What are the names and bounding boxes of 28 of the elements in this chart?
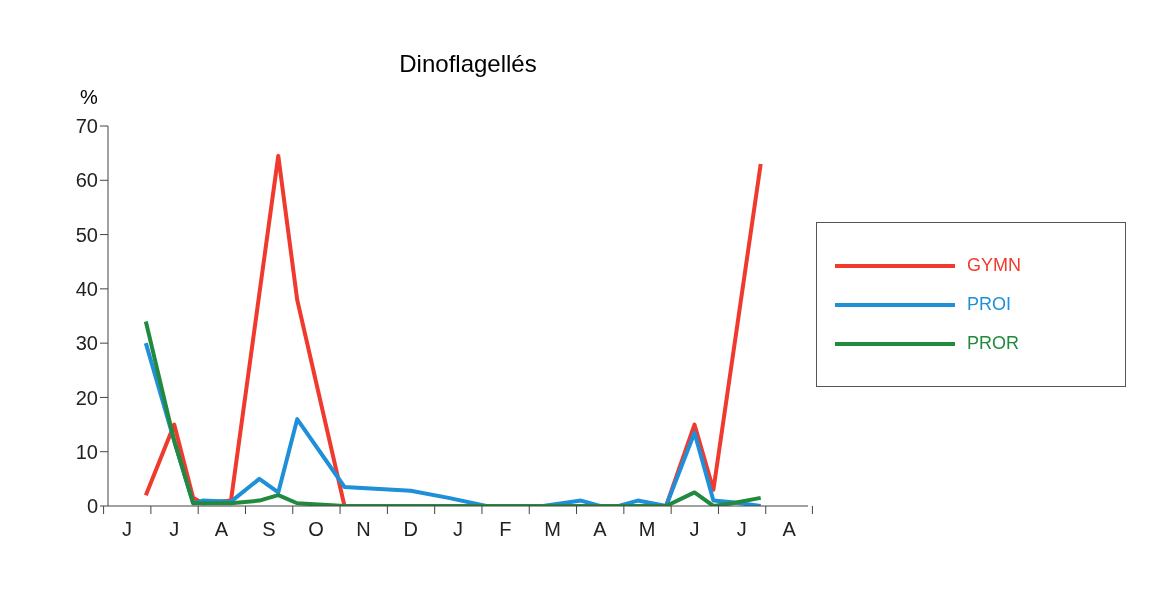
y-tick-label: 70	[75, 115, 98, 138]
y-tick-label: 0	[86, 495, 98, 518]
text: PROI	[967, 294, 1012, 315]
x-tick-label: M	[544, 518, 561, 540]
x-tick-label: N	[356, 518, 371, 540]
y-tick-label: 10	[75, 440, 98, 463]
x-tick-label: A	[593, 518, 608, 540]
x-tick-label: F	[499, 518, 512, 540]
x-tick-label: J	[169, 518, 180, 540]
x-tick-label: J	[121, 518, 132, 540]
y-tick-label: 40	[75, 277, 98, 300]
x-tick-label: A	[214, 518, 229, 540]
x-tick-label: J	[453, 518, 463, 540]
x-tick-label: J	[689, 518, 700, 540]
y-tick-label: 20	[75, 386, 98, 409]
y-tick-label: 30	[75, 332, 98, 355]
x-tick-label: D	[403, 518, 418, 540]
text: PROR	[967, 333, 1020, 354]
y-tick-label: 60	[75, 169, 98, 192]
text: GYMN	[967, 255, 1021, 276]
x-tick-label: A	[782, 518, 797, 540]
x-tick-label: O	[308, 518, 324, 540]
x-tick-label: J	[736, 518, 747, 540]
y-tick-label: 50	[75, 223, 98, 246]
chart-title: Dinoflagellés	[398, 50, 538, 78]
x-tick-label: M	[638, 518, 656, 540]
y-axis-title: %	[80, 86, 98, 109]
x-tick-label: S	[262, 518, 276, 540]
